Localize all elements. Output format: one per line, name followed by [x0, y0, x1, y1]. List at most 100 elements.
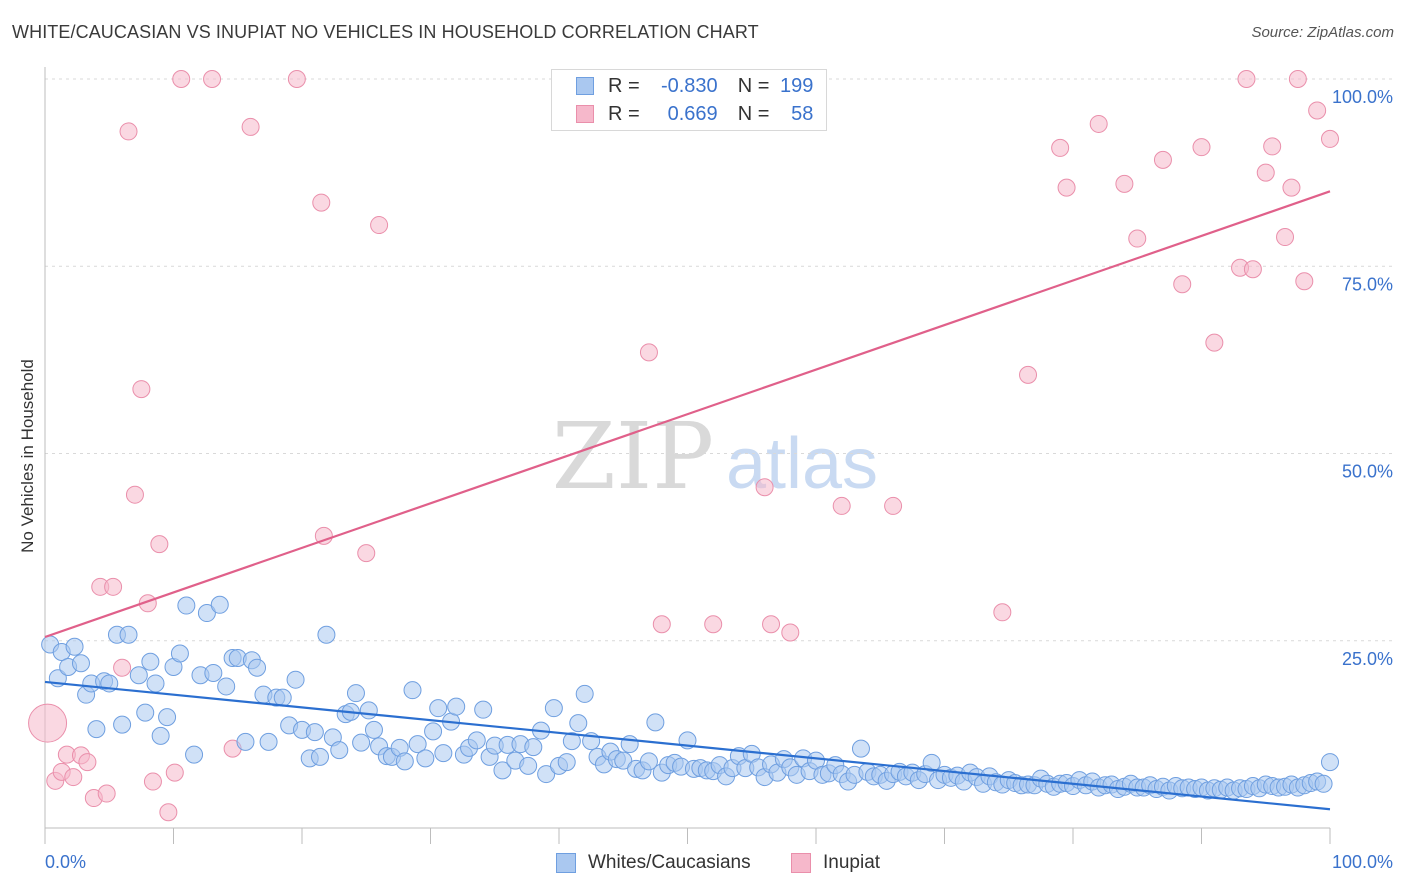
series-label-inupiat: Inupiat: [823, 852, 881, 873]
inupiat-point: [1288, 70, 1307, 88]
series-legend-inupiat[interactable]: Inupiat: [791, 852, 880, 874]
inupiat-trend-line: [44, 190, 1331, 639]
inupiat-point: [652, 615, 671, 634]
whites-point: [519, 756, 538, 775]
whites-point: [639, 752, 658, 771]
whites-point: [170, 644, 189, 663]
inupiat-point: [150, 535, 169, 554]
inupiat-point: [639, 343, 658, 362]
inupiat-point: [203, 70, 222, 88]
inupiat-point: [64, 768, 83, 787]
inupiat-point: [78, 753, 97, 772]
whites-point: [395, 752, 414, 771]
inupiat-point: [1051, 138, 1070, 157]
watermark: ZIP atlas: [552, 403, 878, 510]
inupiat-point: [755, 478, 774, 497]
legend-r-label: R =: [608, 102, 640, 125]
watermark-zip: ZIP: [552, 403, 714, 510]
legend-r-value: -0.830: [660, 74, 718, 97]
inupiat-point: [1192, 138, 1211, 157]
whites-point: [136, 703, 155, 722]
whites-point: [177, 596, 196, 615]
whites-point: [185, 745, 204, 764]
y-tick-label: 25.0%: [1342, 649, 1393, 669]
whites-point: [434, 744, 453, 763]
inupiat-point: [1256, 163, 1275, 182]
inupiat-point: [28, 703, 68, 743]
whites-point: [317, 625, 336, 644]
legend-n-value: 58: [791, 102, 814, 125]
whites-point: [359, 701, 378, 720]
correlation-legend: R = -0.830 N = 199 R = 0.669 N = 58: [551, 69, 827, 131]
whites-point: [346, 684, 365, 703]
whites-point: [424, 722, 443, 741]
x-tick-label: 0.0%: [45, 852, 86, 872]
inupiat-point: [1128, 229, 1147, 248]
whites-point: [544, 699, 563, 718]
inupiat-point: [1173, 275, 1192, 294]
watermark-atlas: atlas: [726, 424, 878, 504]
whites-points: [41, 595, 1339, 800]
inupiat-point: [172, 70, 191, 88]
whites-point: [922, 753, 941, 772]
legend-n-label: N =: [737, 102, 770, 125]
inupiat-point: [781, 623, 800, 642]
inupiat-point: [113, 658, 132, 677]
whites-point: [217, 677, 236, 696]
y-tick-label: 75.0%: [1342, 274, 1393, 294]
whites-point: [614, 751, 633, 770]
inupiat-point: [312, 193, 331, 212]
inupiat-point: [1115, 174, 1134, 193]
whites-point: [352, 733, 371, 752]
inupiat-point: [104, 577, 123, 596]
whites-point: [87, 720, 106, 739]
whites-point: [646, 713, 665, 732]
whites-point: [210, 595, 229, 614]
inupiat-point: [357, 544, 376, 563]
inupiat-points: [28, 70, 1339, 822]
inupiat-point: [159, 803, 178, 822]
inupiat-point: [1205, 333, 1224, 352]
whites-point: [1314, 774, 1333, 793]
inupiat-point: [1263, 137, 1282, 156]
inupiat-point: [1243, 260, 1262, 279]
whites-point: [575, 684, 594, 703]
chart-title: WHITE/CAUCASIAN VS INUPIAT NO VEHICLES I…: [12, 22, 759, 42]
whites-point: [447, 697, 466, 716]
inupiat-point: [241, 117, 260, 136]
whites-point: [119, 625, 138, 644]
whites-point: [562, 732, 581, 751]
inupiat-point: [1321, 129, 1339, 148]
source-credit: Source: ZipAtlas.com: [1251, 24, 1394, 41]
inupiat-point: [119, 122, 138, 141]
whites-point: [129, 666, 148, 685]
grid: [45, 78, 1395, 642]
inupiat-point: [287, 70, 306, 88]
legend-n-label: N =: [737, 74, 770, 97]
whites-point: [429, 699, 448, 718]
whites-point: [65, 637, 84, 656]
whites-trend-line: [44, 680, 1331, 811]
inupiat-point: [1295, 272, 1314, 291]
inupiat-point: [132, 380, 151, 399]
whites-point: [151, 726, 170, 745]
whites-point: [310, 747, 329, 766]
whites-point: [620, 735, 639, 754]
inupiat-point: [1057, 178, 1076, 197]
whites-point: [851, 739, 870, 758]
inupiat-point: [1153, 150, 1172, 169]
legend-row-inupiat: R = 0.669 N = 58: [576, 101, 813, 127]
inupiat-point: [762, 615, 781, 634]
whites-point: [524, 738, 543, 757]
series-swatch-blue: [556, 853, 576, 873]
legend-swatch-blue: [576, 77, 594, 95]
whites-point: [71, 654, 90, 673]
whites-point: [364, 720, 383, 739]
inupiat-point: [1019, 365, 1038, 384]
whites-point: [158, 708, 177, 727]
trend-lines: [44, 190, 1331, 811]
whites-point: [305, 723, 324, 742]
series-legend-whites[interactable]: Whites/Caucasians: [556, 852, 751, 874]
whites-point: [408, 735, 427, 754]
